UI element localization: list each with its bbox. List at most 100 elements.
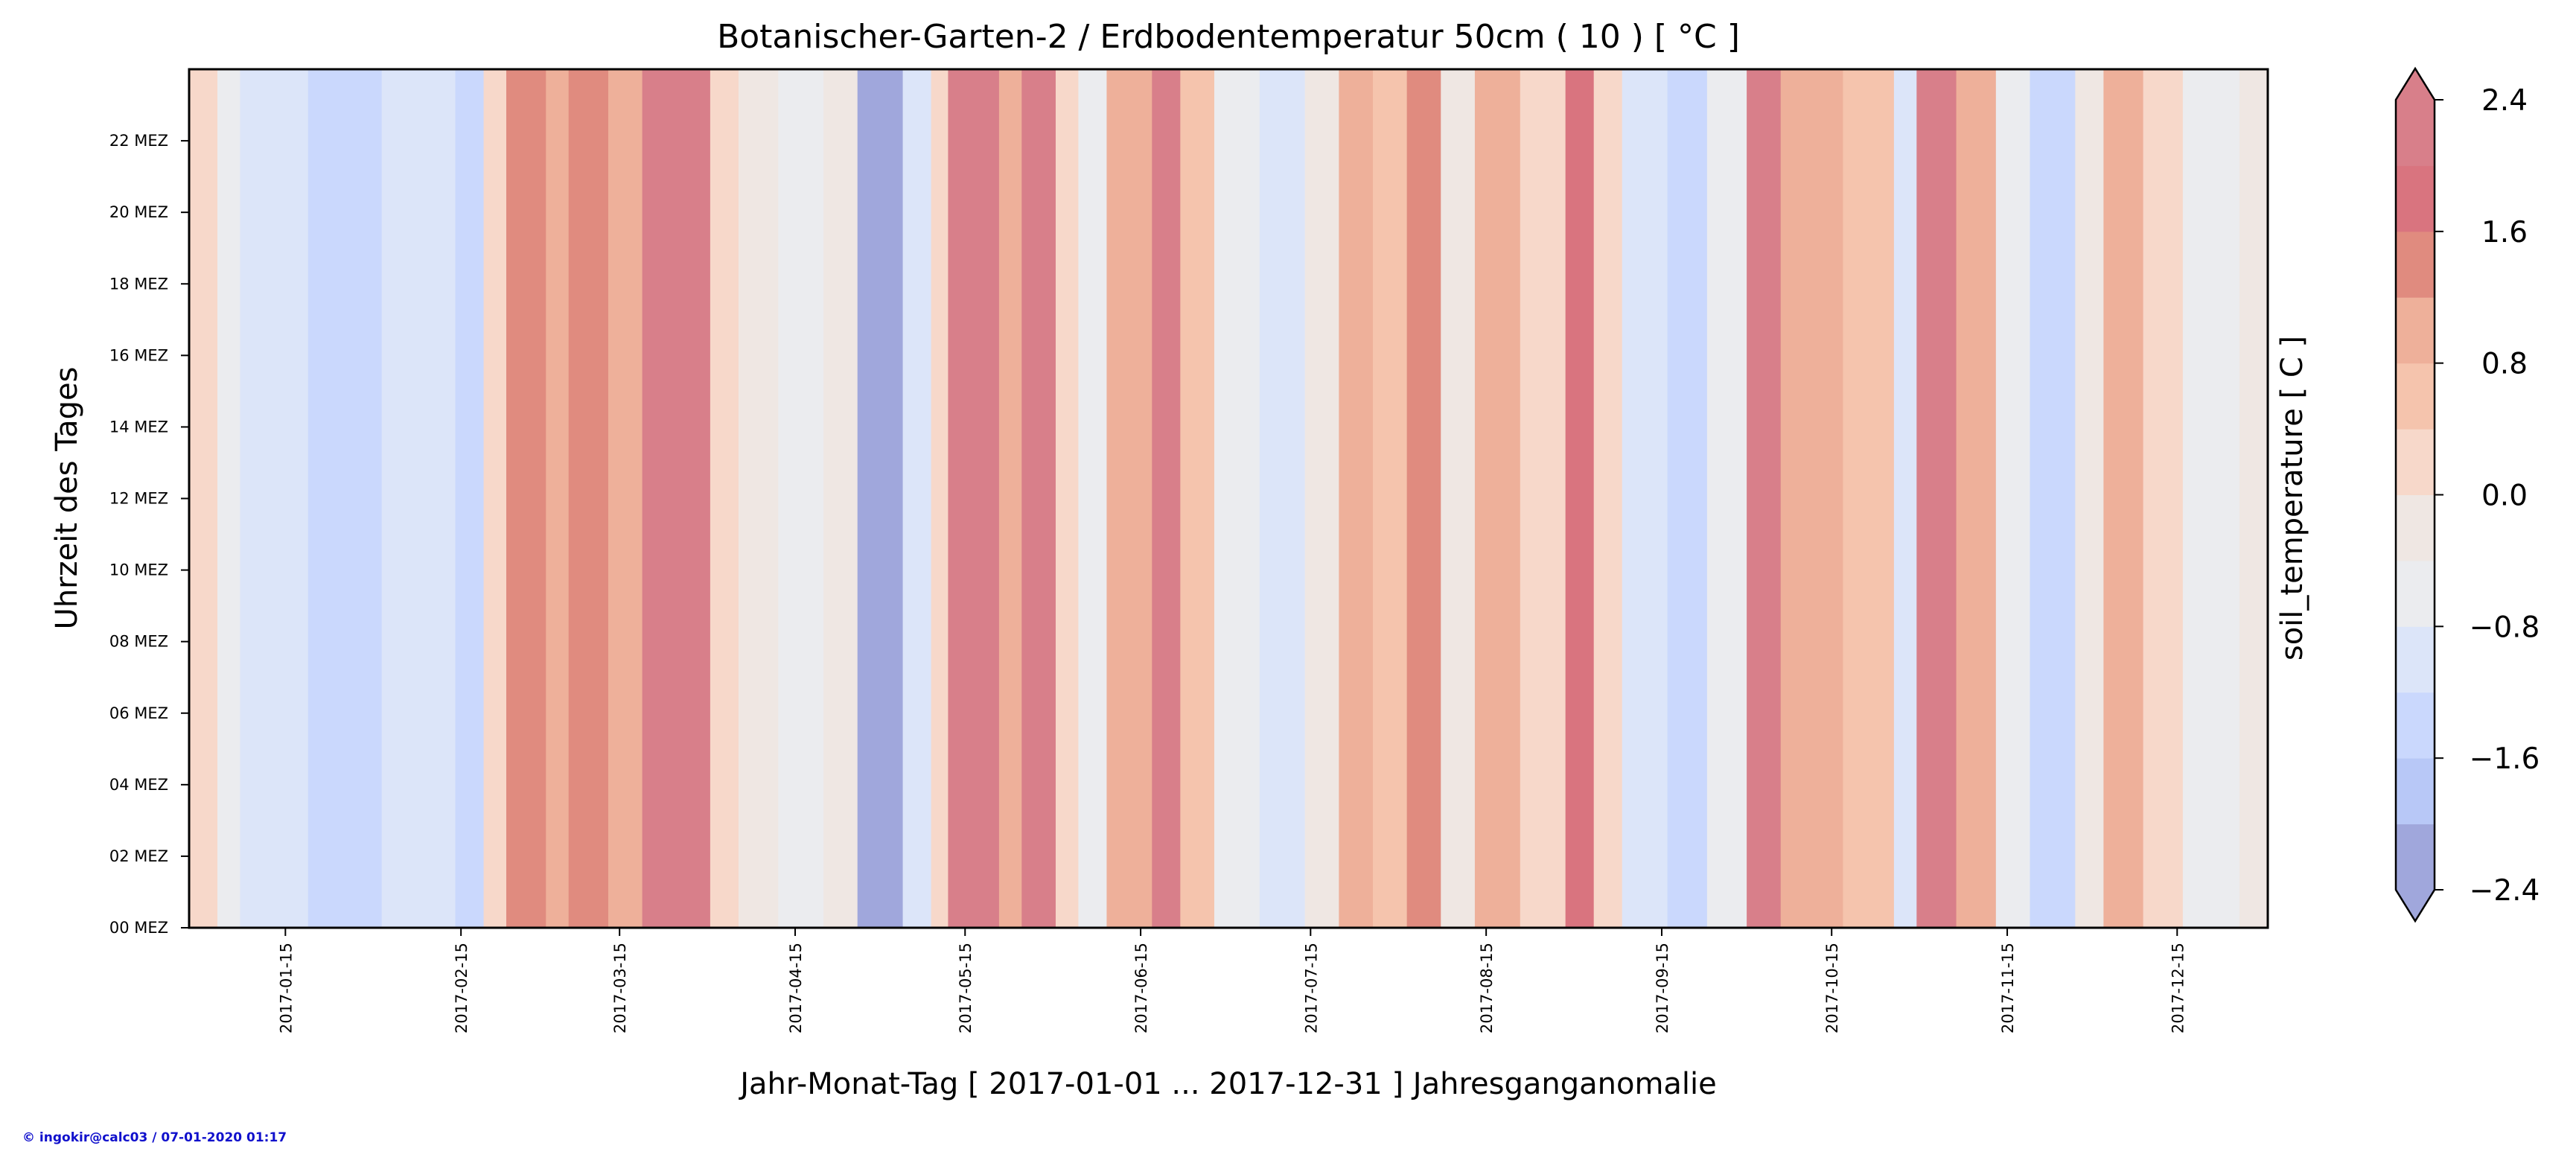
- heatmap-band-5: [455, 69, 485, 928]
- heatmap-band-32: [1406, 69, 1441, 928]
- heatmap-band-20: [998, 69, 1022, 928]
- heatmap-band-28: [1259, 69, 1306, 928]
- heatmap-band-26: [1180, 69, 1215, 928]
- heatmap-band-16: [857, 69, 904, 928]
- heatmap-band-3: [307, 69, 383, 928]
- credit-text: © ingokir@calc03 / 07-01-2020 01:17: [22, 1130, 287, 1145]
- heatmap-band-48: [2030, 69, 2076, 928]
- heatmap-band-30: [1339, 69, 1374, 928]
- colorbar-segment-6: [2396, 429, 2435, 495]
- y-tick-label: 14 MEZ: [109, 418, 168, 436]
- heatmap-band-46: [1956, 69, 1997, 928]
- y-tick-label: 12 MEZ: [109, 490, 168, 508]
- heatmap-band-10: [608, 69, 643, 928]
- heatmap-band-22: [1055, 69, 1079, 928]
- x-tick-label: 2017-02-15: [453, 943, 471, 1033]
- heatmap-band-9: [568, 69, 609, 928]
- heatmap-band-36: [1565, 69, 1595, 928]
- y-tick-label: 20 MEZ: [109, 203, 168, 221]
- colorbar-segment-5: [2396, 494, 2435, 561]
- colorbar-segment-0: [2396, 824, 2435, 891]
- heatmap-band-47: [1995, 69, 2031, 928]
- heatmap-band-31: [1372, 69, 1408, 928]
- heatmap-band-0: [189, 69, 218, 928]
- y-axis-label: Uhrzeit des Tages: [50, 367, 84, 630]
- heatmap-band-44: [1893, 69, 1917, 928]
- heatmap-band-42: [1780, 69, 1844, 928]
- heatmap-band-18: [931, 69, 949, 928]
- colorbar-segment-7: [2396, 363, 2435, 430]
- heatmap-band-7: [506, 69, 546, 928]
- heatmap-band-12: [710, 69, 739, 928]
- heatmap-bands: [189, 69, 2269, 928]
- colorbar-segment-4: [2396, 560, 2435, 627]
- colorbar-tick-label: −0.8: [2470, 611, 2540, 644]
- x-tick-label: 2017-06-15: [1132, 943, 1150, 1033]
- colorbar-tick-label: 0.8: [2481, 348, 2528, 381]
- heatmap-band-23: [1078, 69, 1108, 928]
- heatmap-band-4: [381, 69, 456, 928]
- x-axis: 2017-01-15 2017-02-15 2017-03-15 2017-04-15…: [277, 928, 2187, 1033]
- colorbar-segment-8: [2396, 297, 2435, 364]
- heatmap-band-6: [483, 69, 507, 928]
- heatmap-band-35: [1520, 69, 1566, 928]
- x-tick-label: 2017-10-15: [1823, 943, 1841, 1033]
- y-tick-label: 00 MEZ: [109, 919, 168, 937]
- colorbar-segment-1: [2396, 758, 2435, 825]
- x-tick-label: 2017-12-15: [2169, 943, 2187, 1033]
- plot-area: [188, 68, 2269, 929]
- heatmap-band-11: [642, 69, 711, 928]
- heatmap-band-53: [2222, 69, 2240, 928]
- heatmap-band-19: [948, 69, 1000, 928]
- heatmap-band-34: [1474, 69, 1521, 928]
- x-tick-label: 2017-05-15: [957, 943, 975, 1033]
- colorbar-extend-max: [2396, 69, 2435, 100]
- y-tick-label: 08 MEZ: [109, 633, 168, 651]
- heatmap-band-14: [778, 69, 824, 928]
- heatmap-band-13: [738, 69, 779, 928]
- heatmap-band-33: [1441, 69, 1476, 928]
- x-axis-label: Jahr-Monat-Tag [ 2017-01-01 ... 2017-12-…: [738, 1067, 1717, 1101]
- heatmap-band-51: [2143, 69, 2184, 928]
- heatmap-band-24: [1106, 69, 1152, 928]
- colorbar-segment-11: [2396, 100, 2435, 166]
- y-axis: 00 MEZ 02 MEZ 04 MEZ 06 MEZ 08 MEZ 10 MEZ 12 M…: [109, 132, 189, 937]
- y-tick-label: 18 MEZ: [109, 275, 168, 293]
- heatmap-band-41: [1747, 69, 1782, 928]
- colorbar-segment-10: [2396, 165, 2435, 232]
- heatmap-band-54: [2239, 69, 2269, 928]
- colorbar: −2.4 −1.6 −0.8 0.0 0.8 1.6 2.4: [2394, 66, 2540, 923]
- chart-title: Botanischer-Garten-2 / Erdbodentemperatu…: [717, 18, 1740, 56]
- heatmap-band-40: [1706, 69, 1747, 928]
- colorbar-tick-label: 1.6: [2481, 216, 2528, 249]
- heatmap-band-49: [2075, 69, 2104, 928]
- heatmap-band-29: [1304, 69, 1339, 928]
- x-tick-label: 2017-11-15: [1999, 943, 2017, 1033]
- x-tick-label: 2017-09-15: [1654, 943, 1671, 1033]
- heatmap-band-2: [240, 69, 309, 928]
- heatmap-band-21: [1021, 69, 1056, 928]
- colorbar-label: soil_temperature [ C ]: [2275, 336, 2309, 660]
- colorbar-tick-label: 2.4: [2481, 84, 2528, 118]
- heatmap-band-17: [902, 69, 932, 928]
- y-tick-label: 02 MEZ: [109, 847, 168, 865]
- heatmap-band-38: [1622, 69, 1668, 928]
- x-tick-label: 2017-03-15: [611, 943, 629, 1033]
- colorbar-tick-label: −1.6: [2470, 742, 2540, 776]
- colorbar-segment-3: [2396, 626, 2435, 693]
- x-tick-label: 2017-04-15: [787, 943, 805, 1033]
- y-tick-label: 22 MEZ: [109, 132, 168, 150]
- colorbar-tick-label: 0.0: [2481, 480, 2528, 513]
- y-tick-label: 16 MEZ: [109, 346, 168, 364]
- heatmap-band-1: [217, 69, 241, 928]
- x-tick-label: 2017-07-15: [1302, 943, 1320, 1033]
- y-tick-label: 04 MEZ: [109, 776, 168, 794]
- heatmap-band-37: [1593, 69, 1623, 928]
- colorbar-segment-2: [2396, 692, 2435, 759]
- colorbar-extend-min: [2396, 890, 2435, 921]
- heatmap-band-43: [1843, 69, 1895, 928]
- heatmap-band-45: [1916, 69, 1957, 928]
- colorbar-segment-9: [2396, 231, 2435, 298]
- x-tick-label: 2017-01-15: [277, 943, 295, 1033]
- colorbar-tick-label: −2.4: [2470, 874, 2540, 908]
